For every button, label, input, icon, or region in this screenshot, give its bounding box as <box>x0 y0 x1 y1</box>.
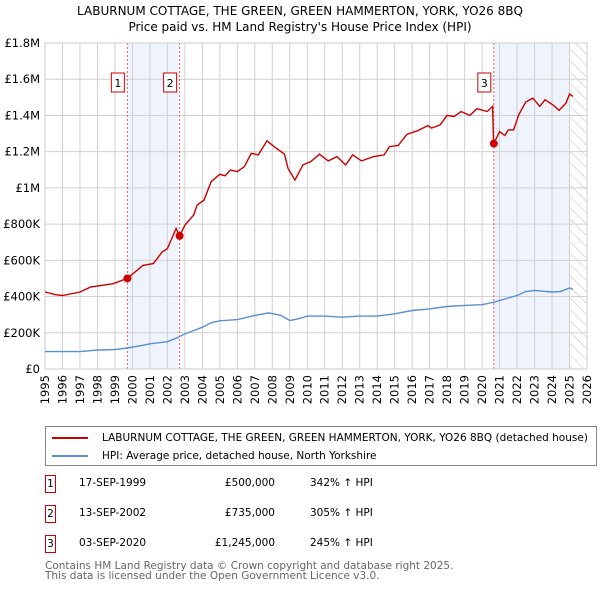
sale-date: 17-SEP-1999 <box>79 477 147 489</box>
property-line <box>44 93 574 297</box>
sale-hpi-change: 305% ↑ HPI <box>310 507 373 519</box>
x-tick-label: 2005 <box>213 375 227 404</box>
footer-attribution: Contains HM Land Registry data © Crown c… <box>45 560 454 582</box>
sale-label-box <box>110 72 125 93</box>
sale-label-box <box>477 72 492 93</box>
forecast-hatch <box>570 43 587 369</box>
x-tick-label: 2011 <box>318 375 332 404</box>
shaded-period <box>127 43 180 369</box>
x-tick-label: 2026 <box>580 375 594 404</box>
y-tick-label: £1.6M <box>4 72 40 86</box>
x-tick-label: 2021 <box>493 375 507 404</box>
x-tick-label: 2000 <box>125 375 139 404</box>
sale-date: 03-SEP-2020 <box>79 537 147 549</box>
sale-label-number: 2 <box>167 77 174 90</box>
x-tick-label: 2015 <box>388 375 402 404</box>
y-tick-label: £1.8M <box>4 36 40 50</box>
sale-number-badge: 2 <box>45 505 56 523</box>
x-tick-label: 2025 <box>563 375 577 404</box>
x-tick-label: 2006 <box>230 375 244 404</box>
y-tick-label: £200K <box>3 326 40 340</box>
y-tick-label: £800K <box>3 217 40 231</box>
x-tick-label: 1998 <box>90 375 104 404</box>
sale-hpi-change: 342% ↑ HPI <box>310 477 373 489</box>
x-tick-label: 2002 <box>160 375 174 404</box>
x-tick-label: 2023 <box>528 375 542 404</box>
x-tick-label: 2020 <box>475 375 489 404</box>
x-tick-label: 1997 <box>73 375 87 404</box>
sale-hpi-change: 245% ↑ HPI <box>310 537 373 549</box>
y-tick-label: £1.2M <box>4 145 40 159</box>
x-tick-label: 1999 <box>108 375 122 404</box>
chart-subtitle: Price paid vs. HM Land Registry's House … <box>128 20 472 34</box>
x-tick-label: 2013 <box>353 375 367 404</box>
x-tick-label: 2009 <box>283 375 297 404</box>
y-tick-label: £400K <box>3 290 40 304</box>
x-tick-label: 2010 <box>300 375 314 404</box>
x-tick-label: 1996 <box>55 375 69 404</box>
x-tick-label: 1995 <box>38 375 52 404</box>
legend-item-hpi: HPI: Average price, detached house, Nort… <box>52 448 377 464</box>
sale-marker <box>175 231 184 240</box>
legend-label-hpi: HPI: Average price, detached house, Nort… <box>102 450 377 462</box>
x-tick-label: 2024 <box>545 375 559 404</box>
sale-label-number: 3 <box>481 77 488 90</box>
sale-price: £500,000 <box>224 477 275 489</box>
x-tick-label: 2017 <box>423 375 437 404</box>
y-tick-label: £0 <box>25 362 40 376</box>
y-tick-label: £1M <box>15 181 40 195</box>
legend: LABURNUM COTTAGE, THE GREEN, GREEN HAMME… <box>45 426 597 466</box>
sale-price: £1,245,000 <box>214 537 275 549</box>
legend-swatch-property <box>52 437 88 439</box>
x-tick-label: 2001 <box>143 375 157 404</box>
shaded-period <box>493 43 570 369</box>
x-tick-label: 2003 <box>178 375 192 404</box>
x-tick-label: 2004 <box>195 375 209 404</box>
footer-line-1: Contains HM Land Registry data © Crown c… <box>45 560 454 572</box>
x-tick-label: 2019 <box>458 375 472 404</box>
sale-label-box <box>163 72 178 93</box>
x-tick-label: 2022 <box>510 375 524 404</box>
legend-swatch-hpi <box>52 455 88 457</box>
legend-item-property: LABURNUM COTTAGE, THE GREEN, GREEN HAMME… <box>52 430 588 446</box>
sale-marker <box>123 274 132 283</box>
x-tick-label: 2008 <box>265 375 279 404</box>
x-tick-label: 2012 <box>335 375 349 404</box>
x-tick-label: 2014 <box>370 375 384 404</box>
plot-frame <box>44 42 588 370</box>
x-tick-label: 2016 <box>405 375 419 404</box>
x-tick-label: 2018 <box>440 375 454 404</box>
sale-number-badge: 1 <box>45 475 56 493</box>
chart-title: LABURNUM COTTAGE, THE GREEN, GREEN HAMME… <box>77 4 523 18</box>
sale-number-badge: 3 <box>45 535 56 553</box>
sale-marker <box>489 139 498 148</box>
y-tick-label: £1.4M <box>4 108 40 122</box>
hpi-line <box>45 287 574 353</box>
sale-label-number: 1 <box>114 77 121 90</box>
footer-line-2: This data is licensed under the Open Gov… <box>45 570 380 582</box>
y-tick-label: £600K <box>3 253 40 267</box>
sale-date: 13-SEP-2002 <box>79 507 147 519</box>
x-tick-label: 2007 <box>248 375 262 404</box>
price-chart: 1995 1996 1997 1998 1999 2000 2001 2002 2003 2004… <box>3 36 594 404</box>
legend-label-property: LABURNUM COTTAGE, THE GREEN, GREEN HAMME… <box>102 432 588 444</box>
sale-price: £735,000 <box>224 507 275 519</box>
